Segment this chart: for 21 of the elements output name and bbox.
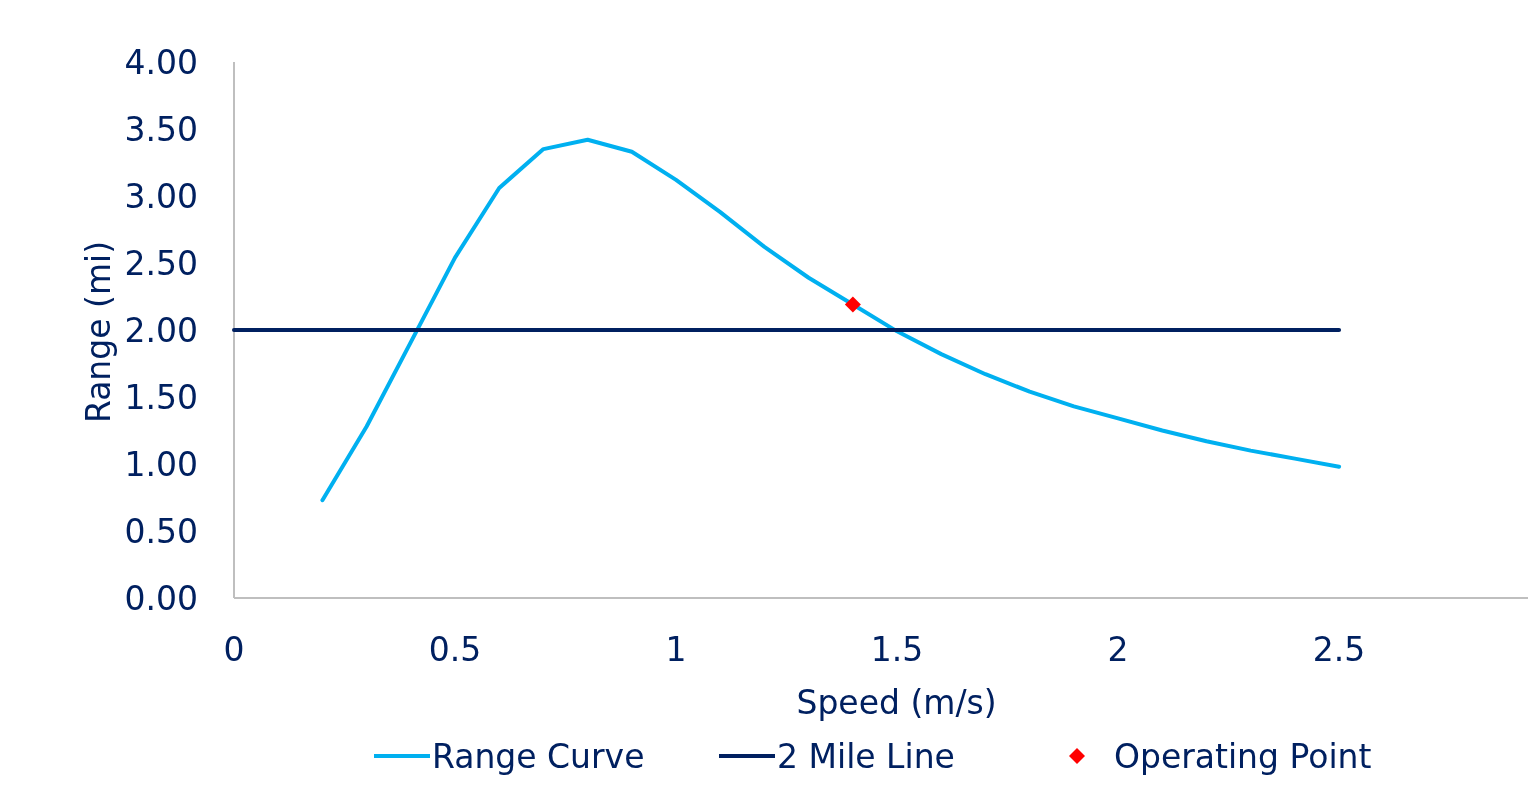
- x-tick-label: 0.5: [428, 630, 482, 669]
- line-series: [320, 137, 1342, 503]
- y-tick-label: 0.00: [124, 578, 198, 618]
- x-tick-label: 1: [665, 630, 687, 669]
- legend-label: Operating Point: [1114, 737, 1372, 776]
- y-tick-label: 4.00: [124, 42, 198, 82]
- y-tick-label: 3.50: [124, 109, 198, 149]
- legend-label: Range Curve: [432, 737, 645, 776]
- y-tick-label: 0.50: [124, 511, 198, 551]
- y-tick-label: 3.00: [124, 176, 198, 216]
- y-tick-label: 2.00: [124, 310, 198, 350]
- x-tick-label: 2: [1107, 630, 1129, 669]
- y-axis-title: Range (mi): [79, 240, 118, 424]
- y-tick-label: 2.50: [124, 243, 198, 283]
- x-tick-label: 0: [223, 630, 245, 669]
- y-tick-label: 1.00: [124, 444, 198, 484]
- y-tick-label: 1.50: [124, 377, 198, 417]
- legend-label: 2 Mile Line: [777, 737, 955, 776]
- x-tick-label: 2.5: [1312, 630, 1366, 669]
- x-tick-label: 1.5: [870, 630, 924, 669]
- x-axis-title: Speed (m/s): [796, 683, 997, 722]
